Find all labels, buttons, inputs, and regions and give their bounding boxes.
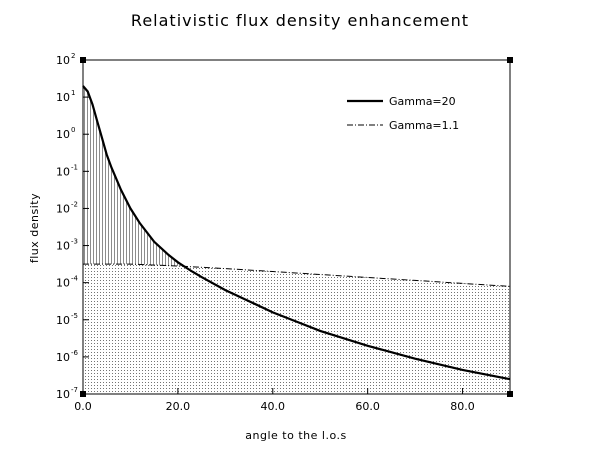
fill-gamma-1-1 [83, 264, 510, 394]
y-tick-exponent: 2 [71, 52, 75, 60]
y-tick-label: 10 [56, 388, 70, 401]
series-line-gamma-20 [82, 85, 511, 381]
y-tick-label: 10 [56, 128, 70, 141]
y-tick-label: 10 [56, 240, 70, 253]
y-tick-label: 10 [56, 165, 70, 178]
x-tick-label: 40.0 [261, 400, 286, 413]
x-tick-label: 60.0 [355, 400, 380, 413]
y-tick-exponent: -5 [71, 312, 78, 320]
x-axis: 0.0 20.0 40.0 60.0 80.0 [74, 388, 475, 413]
y-tick-exponent: -4 [71, 275, 79, 283]
x-axis-label: angle to the l.o.s [245, 429, 346, 442]
x-tick-label: 80.0 [450, 400, 475, 413]
x-tick-label: 20.0 [166, 400, 191, 413]
fill-layer [83, 86, 510, 394]
y-tick-exponent: -3 [71, 238, 78, 246]
y-tick-label: 10 [56, 351, 70, 364]
plot-frame [82, 59, 511, 395]
legend-label-gamma-1-1: Gamma=1.1 [389, 119, 459, 132]
series-line-gamma-1-1 [83, 263, 511, 287]
y-tick-exponent: -6 [71, 349, 79, 357]
y-tick-label: 10 [56, 54, 70, 67]
y-tick-exponent: -7 [71, 386, 78, 394]
fill-gamma-20 [83, 86, 184, 267]
y-tick-exponent: 0 [71, 126, 75, 134]
corner-marker [507, 391, 513, 397]
corner-marker [507, 57, 513, 63]
y-tick-label: 10 [56, 202, 70, 215]
chart-title: Relativistic flux density enhancement [131, 11, 469, 30]
legend: Gamma=20 Gamma=1.1 [347, 95, 459, 132]
x-tick-label: 0.0 [74, 400, 92, 413]
y-tick-label: 10 [56, 277, 70, 290]
y-tick-exponent: -2 [71, 200, 78, 208]
y-tick-label: 10 [56, 91, 70, 104]
y-tick-exponent: -1 [71, 163, 78, 171]
legend-label-gamma-20: Gamma=20 [389, 95, 456, 108]
y-tick-label: 10 [56, 314, 70, 327]
y-axis-label: flux density [28, 193, 41, 263]
y-tick-exponent: 1 [71, 89, 75, 97]
